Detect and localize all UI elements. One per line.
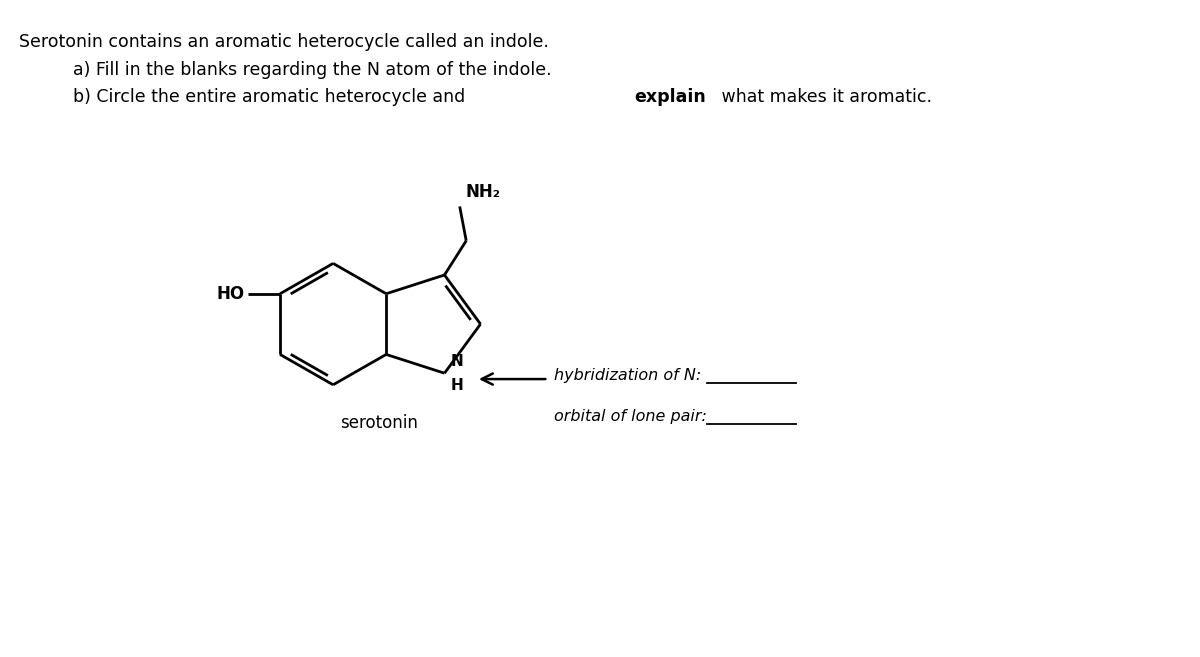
Text: H: H bbox=[450, 378, 463, 393]
Text: what makes it aromatic.: what makes it aromatic. bbox=[716, 88, 932, 106]
Text: b) Circle the entire aromatic heterocycle and: b) Circle the entire aromatic heterocycl… bbox=[52, 88, 472, 106]
Text: orbital of lone pair:: orbital of lone pair: bbox=[554, 409, 707, 424]
Text: hybridization of N:: hybridization of N: bbox=[554, 368, 702, 382]
Text: serotonin: serotonin bbox=[340, 415, 418, 432]
Text: NH₂: NH₂ bbox=[466, 183, 500, 200]
Text: N: N bbox=[450, 354, 463, 369]
Text: a) Fill in the blanks regarding the N atom of the indole.: a) Fill in the blanks regarding the N at… bbox=[52, 61, 552, 79]
Text: HO: HO bbox=[216, 284, 245, 303]
Text: explain: explain bbox=[635, 88, 707, 106]
Text: Serotonin contains an aromatic heterocycle called an indole.: Serotonin contains an aromatic heterocyc… bbox=[19, 34, 548, 51]
